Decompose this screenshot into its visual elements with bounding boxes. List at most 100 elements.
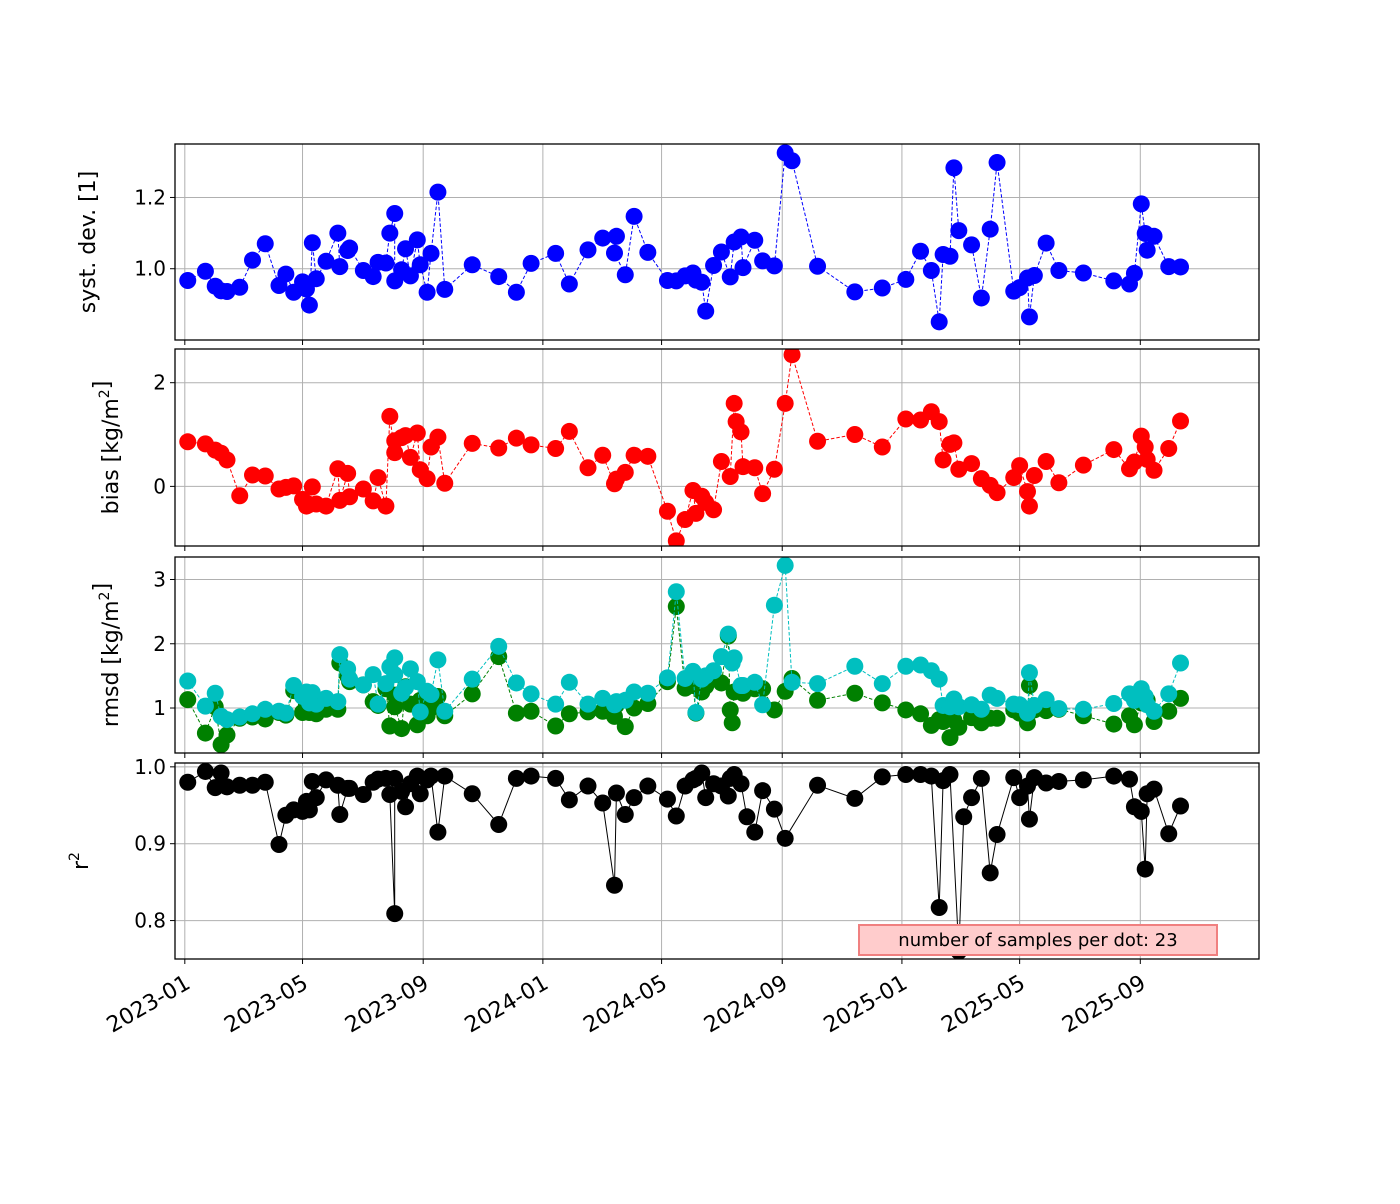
x-tick-label: 2024-05 bbox=[579, 971, 671, 1039]
data-point bbox=[196, 697, 214, 715]
data-point bbox=[231, 708, 249, 726]
data-point bbox=[1105, 767, 1123, 785]
data-point bbox=[897, 270, 915, 288]
data-point bbox=[1105, 272, 1123, 290]
x-tick-label: 2025-09 bbox=[1058, 971, 1150, 1039]
y-axis-label: r2 bbox=[67, 852, 94, 870]
data-point bbox=[616, 805, 634, 823]
data-point bbox=[218, 711, 236, 729]
data-point bbox=[522, 685, 540, 703]
data-point bbox=[411, 785, 429, 803]
x-tick-label: 2023-01 bbox=[103, 971, 195, 1039]
data-point bbox=[364, 268, 382, 286]
data-point bbox=[422, 686, 440, 704]
data-point bbox=[783, 673, 801, 691]
data-point bbox=[579, 459, 597, 477]
data-point bbox=[719, 625, 737, 643]
data-point bbox=[776, 829, 794, 847]
data-point bbox=[667, 583, 685, 601]
data-point bbox=[341, 670, 359, 688]
data-point bbox=[408, 424, 426, 442]
data-point bbox=[196, 724, 214, 742]
data-point bbox=[963, 455, 981, 473]
data-point bbox=[605, 876, 623, 894]
data-point bbox=[179, 433, 197, 451]
data-point bbox=[765, 257, 783, 275]
data-point bbox=[418, 470, 436, 488]
data-point bbox=[783, 152, 801, 170]
data-point bbox=[547, 769, 565, 787]
data-point bbox=[339, 464, 357, 482]
data-point bbox=[218, 726, 236, 744]
data-point bbox=[721, 268, 739, 286]
data-point bbox=[1145, 227, 1163, 245]
data-point bbox=[397, 240, 415, 258]
data-point bbox=[1025, 266, 1043, 284]
y-tick-label: 0.8 bbox=[134, 909, 166, 933]
data-point bbox=[734, 259, 752, 277]
data-point bbox=[231, 487, 249, 505]
data-point bbox=[972, 769, 990, 787]
data-point bbox=[873, 675, 891, 693]
data-point bbox=[463, 785, 481, 803]
data-point bbox=[1160, 440, 1178, 458]
series-group bbox=[179, 557, 1190, 753]
data-point bbox=[873, 694, 891, 712]
data-point bbox=[401, 267, 419, 285]
data-point bbox=[1121, 770, 1139, 788]
series-group bbox=[179, 763, 1190, 959]
data-point bbox=[1125, 716, 1143, 734]
data-point bbox=[256, 467, 274, 485]
data-point bbox=[667, 597, 685, 615]
data-point bbox=[179, 773, 197, 791]
data-point bbox=[912, 705, 930, 723]
data-point bbox=[955, 808, 973, 826]
data-point bbox=[560, 275, 578, 293]
data-point bbox=[1050, 474, 1068, 492]
data-point bbox=[1160, 685, 1178, 703]
data-point bbox=[285, 477, 303, 495]
data-point bbox=[386, 769, 404, 787]
data-point bbox=[560, 705, 578, 723]
data-point bbox=[369, 695, 387, 713]
data-point bbox=[560, 673, 578, 691]
panel-1: 1.0 1.2 syst. dev. [1] bbox=[76, 143, 1260, 345]
data-point bbox=[212, 764, 230, 782]
samples-annotation: number of samples per dot: 23 bbox=[858, 924, 1218, 956]
data-point bbox=[317, 252, 335, 270]
data-point bbox=[507, 769, 525, 787]
data-point bbox=[341, 779, 359, 797]
data-point bbox=[256, 700, 274, 718]
data-point bbox=[712, 674, 730, 692]
data-point bbox=[422, 767, 440, 785]
data-point bbox=[658, 502, 676, 520]
data-point bbox=[1125, 453, 1143, 471]
data-point bbox=[436, 474, 454, 492]
data-point bbox=[422, 244, 440, 262]
data-point bbox=[1074, 700, 1092, 718]
data-point bbox=[912, 242, 930, 260]
data-point bbox=[436, 280, 454, 298]
data-point bbox=[1145, 780, 1163, 798]
y-tick-label: 2 bbox=[153, 371, 166, 395]
data-point bbox=[317, 497, 335, 515]
data-point bbox=[1020, 308, 1038, 326]
y-tick-label: 0.9 bbox=[134, 832, 166, 856]
data-point bbox=[605, 244, 623, 262]
data-point bbox=[270, 835, 288, 853]
data-point bbox=[754, 696, 772, 714]
data-point bbox=[386, 905, 404, 923]
data-point bbox=[897, 410, 915, 428]
data-point bbox=[1037, 234, 1055, 252]
data-point bbox=[243, 705, 261, 723]
data-point bbox=[776, 394, 794, 412]
data-point bbox=[945, 434, 963, 452]
data-point bbox=[809, 691, 827, 709]
data-point bbox=[746, 459, 764, 477]
data-point bbox=[721, 468, 739, 486]
data-point bbox=[393, 720, 411, 738]
data-point bbox=[625, 446, 643, 464]
data-point bbox=[436, 702, 454, 720]
data-point bbox=[873, 279, 891, 297]
data-point bbox=[1037, 774, 1055, 792]
